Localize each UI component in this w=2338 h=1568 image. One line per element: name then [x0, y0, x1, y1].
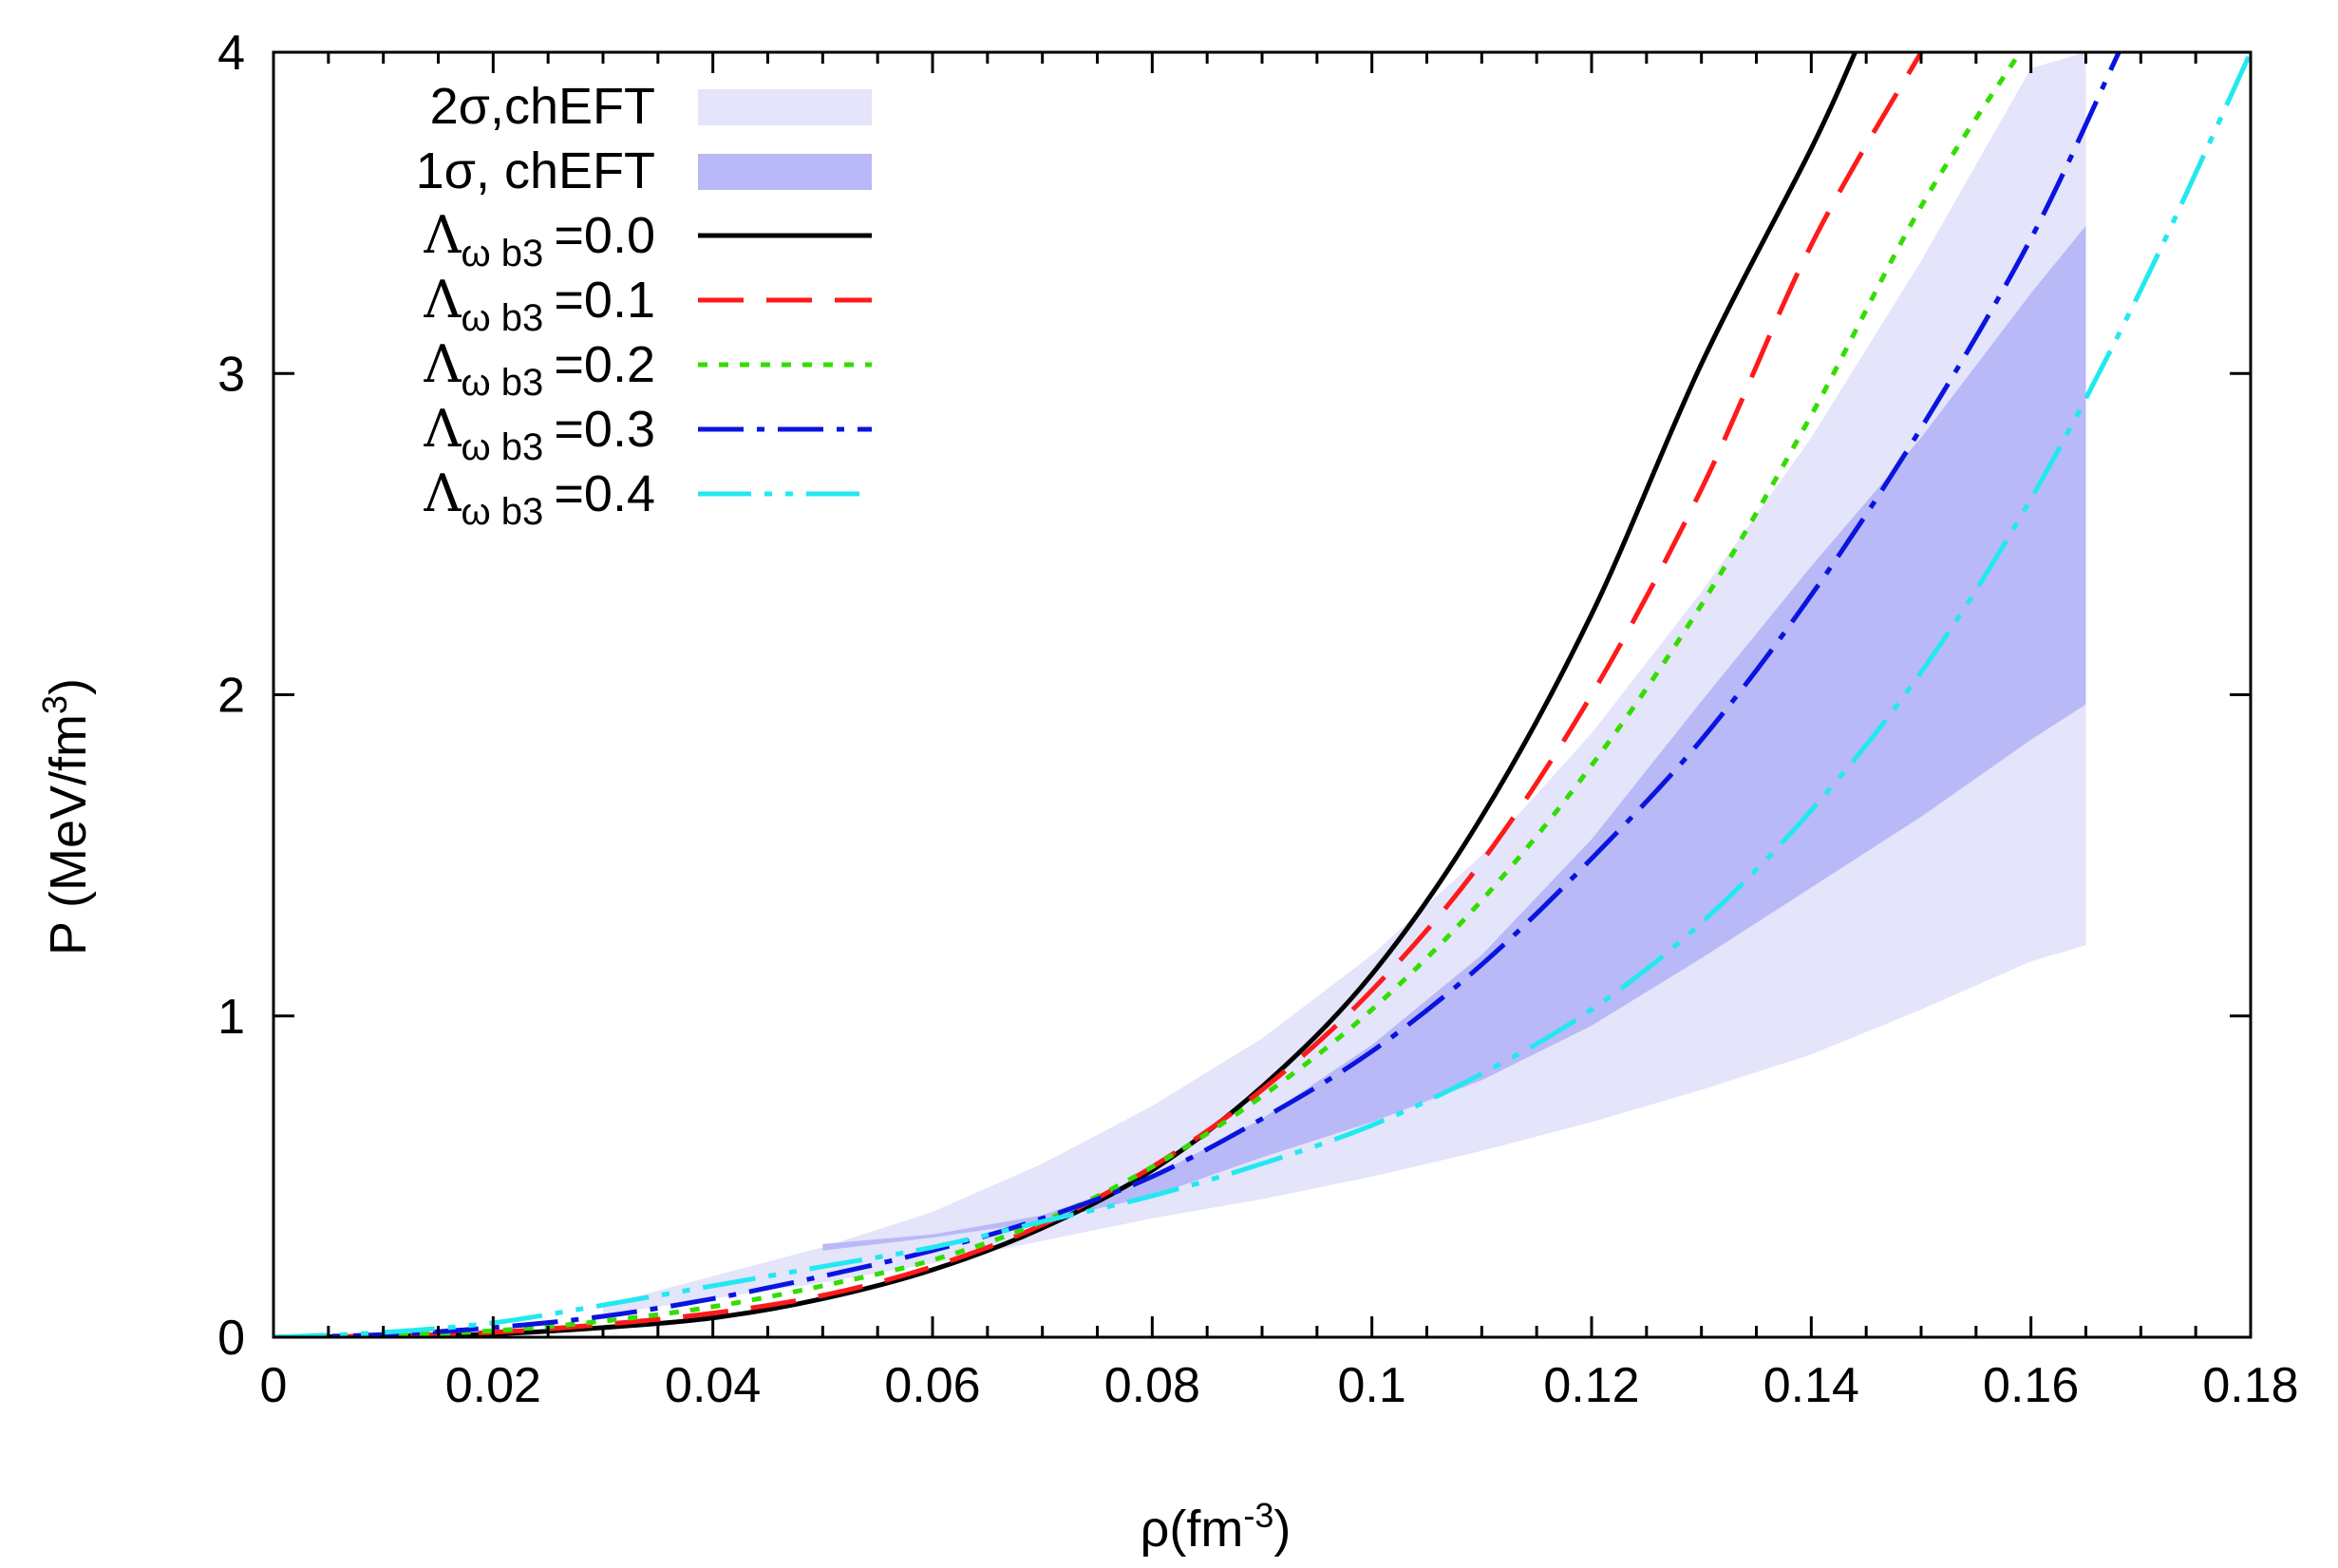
y-tick-label: 3	[217, 347, 245, 402]
x-tick-label: 0.18	[2202, 1358, 2298, 1413]
x-tick-label: 0.06	[884, 1358, 980, 1413]
x-tick-label: 0.14	[1763, 1358, 1859, 1413]
band-2sigma	[603, 52, 2086, 1315]
y-tick-label: 1	[217, 990, 245, 1045]
legend-label-lambda-0.3: Λω b3 =0.3	[423, 399, 655, 468]
x-tick-label: 0.12	[1543, 1358, 1639, 1413]
x-tick-label: 0.08	[1104, 1358, 1200, 1413]
series-lines	[273, 52, 2251, 1337]
plot-frame	[272, 50, 2253, 1339]
legend-label-2sigma: 2σ,chEFT	[430, 78, 655, 135]
series-lambda-0.1	[273, 52, 1924, 1337]
x-tick-label: 0.02	[445, 1358, 541, 1413]
series-lambda-0.3	[273, 52, 2121, 1337]
y-tick-label: 0	[217, 1311, 245, 1366]
legend-label-lambda-0.2: Λω b3 =0.2	[423, 334, 655, 404]
y-tick-label: 2	[217, 669, 245, 724]
legend-swatch-2sigma	[698, 89, 872, 125]
legend-swatch-1sigma	[698, 154, 872, 190]
x-tick-label: 0.04	[665, 1358, 761, 1413]
legend-label-lambda-0.4: Λω b3 =0.4	[423, 463, 655, 533]
y-axis-label: P (MeV/fm3)	[35, 678, 98, 955]
x-tick-labels: 0 0.02 0.04 0.06 0.08 0.1 0.12 0.14 0.16 0.18	[260, 1358, 2299, 1413]
legend-label-1sigma: 1σ, chEFT	[416, 142, 655, 199]
x-tick-label: 0	[260, 1358, 288, 1413]
series-lambda-0.0	[273, 52, 1857, 1337]
y-tick-labels: 0 1 2 3 4	[217, 26, 245, 1366]
band-1sigma	[822, 225, 2086, 1251]
x-tick-label: 0.1	[1338, 1358, 1406, 1413]
legend-label-lambda-0.1: Λω b3 =0.1	[423, 270, 655, 339]
x-axis-label: ρ(fm-3)	[1141, 1496, 1292, 1559]
x-tick-label: 0.16	[1983, 1358, 2079, 1413]
legend-label-lambda-0.0: Λω b3 =0.0	[423, 205, 655, 274]
series-lambda-0.4	[273, 52, 2251, 1337]
confidence-bands	[603, 52, 2086, 1315]
y-tick-label: 4	[217, 26, 245, 81]
